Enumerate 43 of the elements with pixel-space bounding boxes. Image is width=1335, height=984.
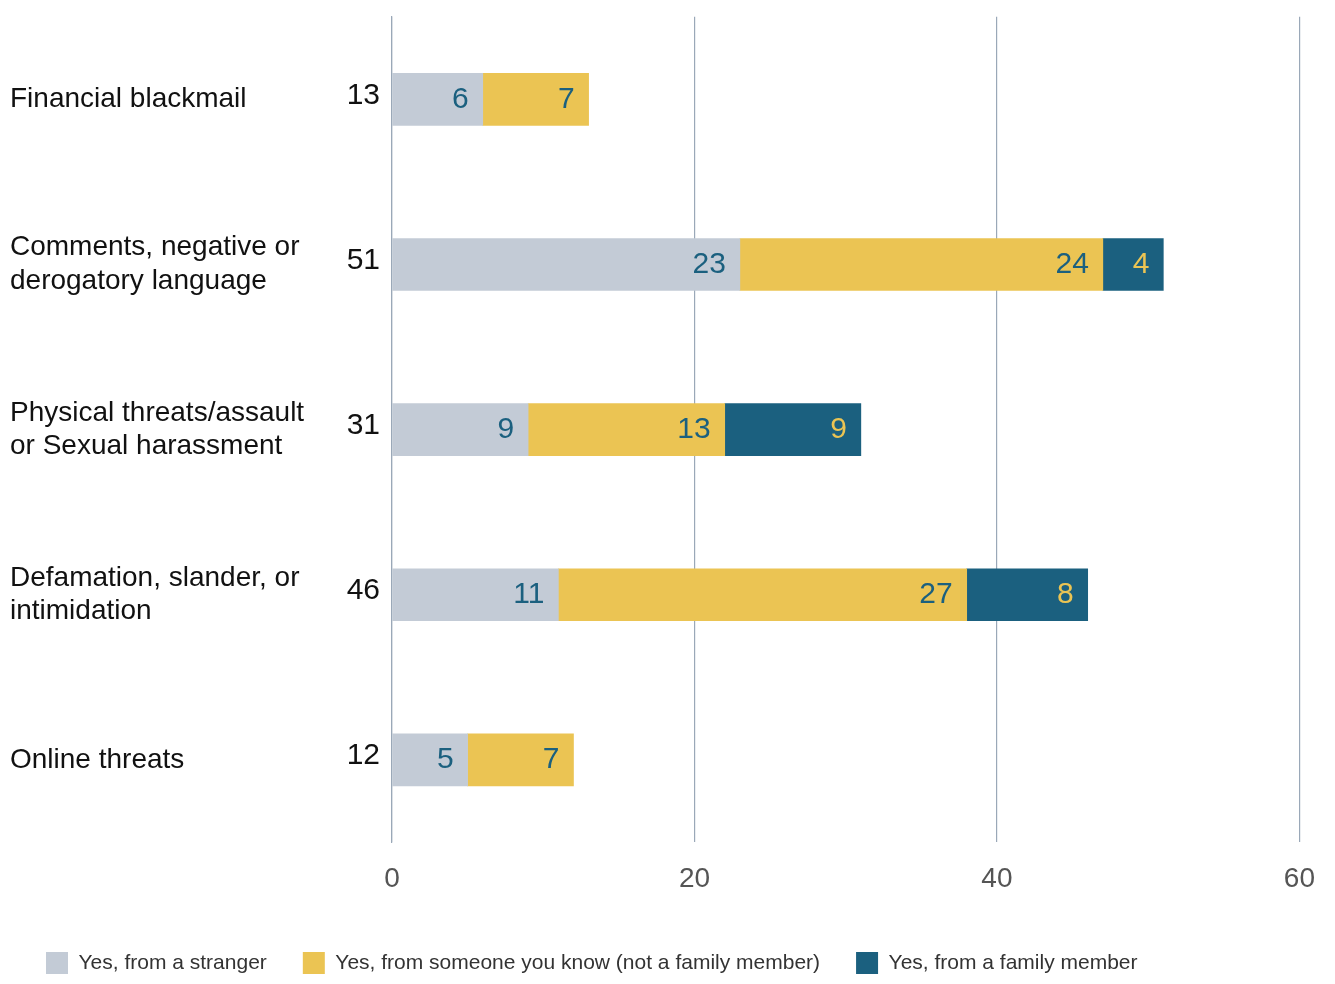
data-label: 4 bbox=[1132, 245, 1150, 279]
bar bbox=[558, 568, 968, 622]
bar bbox=[966, 568, 1089, 622]
bar bbox=[724, 403, 862, 456]
data-label: 11 bbox=[513, 575, 545, 609]
bar bbox=[482, 73, 589, 126]
data-label: 9 bbox=[497, 410, 515, 444]
total-label: 51 bbox=[346, 241, 380, 275]
data-label: 27 bbox=[919, 575, 953, 609]
bar bbox=[527, 403, 726, 456]
y-tick-label: Physical threats/assault or Sexual harassment bbox=[10, 395, 305, 461]
total-label: 13 bbox=[346, 76, 380, 110]
x-tick-label: 20 bbox=[678, 861, 711, 893]
bar bbox=[392, 733, 468, 787]
data-label: 9 bbox=[830, 410, 847, 444]
total-label: 12 bbox=[346, 737, 380, 771]
legend-label: Yes, from someone you know (not a family member) bbox=[335, 949, 821, 973]
bar bbox=[392, 73, 484, 126]
legend-label: Yes, from a family member bbox=[888, 949, 1138, 973]
total-label: 31 bbox=[346, 406, 380, 440]
bar bbox=[467, 733, 574, 787]
data-label: 24 bbox=[1055, 245, 1089, 279]
bar bbox=[392, 238, 741, 291]
bar bbox=[392, 403, 529, 456]
y-tick-label: Online threats bbox=[10, 742, 185, 774]
x-tick-label: 40 bbox=[981, 861, 1013, 893]
data-label: 7 bbox=[542, 741, 560, 775]
y-tick-label: Financial blackmail bbox=[10, 82, 247, 114]
bar bbox=[1102, 238, 1164, 291]
y-tick-label: Comments, negative or derogatory language bbox=[10, 230, 300, 295]
x-tick-label: 60 bbox=[1283, 861, 1316, 893]
data-label: 7 bbox=[557, 80, 575, 114]
data-label: 5 bbox=[436, 741, 454, 775]
bar bbox=[392, 568, 559, 622]
y-tick-label: Defamation, slander, or intimidation bbox=[10, 560, 300, 626]
data-label: 8 bbox=[1057, 575, 1074, 609]
data-label: 23 bbox=[692, 245, 726, 279]
bar bbox=[739, 238, 1104, 291]
total-label: 46 bbox=[346, 571, 380, 605]
data-label: 6 bbox=[452, 80, 469, 114]
data-label: 13 bbox=[677, 410, 711, 444]
legend-label: Yes, from a stranger bbox=[78, 949, 267, 973]
x-tick-label: 0 bbox=[384, 861, 400, 893]
